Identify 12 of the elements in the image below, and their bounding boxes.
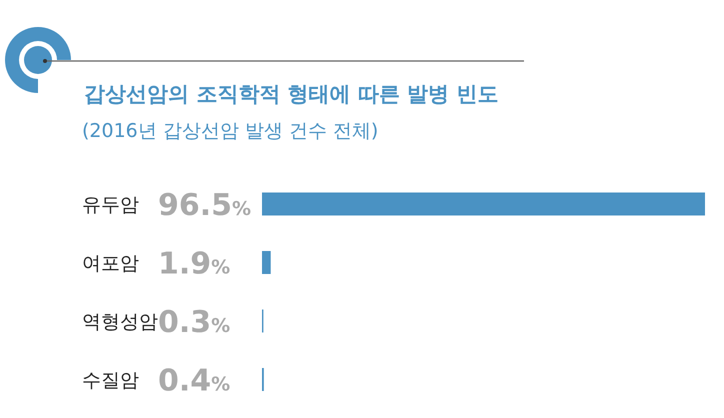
bar	[262, 251, 271, 274]
data-label: 1.9%	[158, 246, 230, 282]
y-tick-label: 여포암	[82, 252, 139, 274]
data-label: 0.4%	[158, 364, 230, 398]
y-tick-label: 역형성암	[82, 311, 158, 333]
y-tick-label: 수질암	[82, 370, 139, 392]
bar	[262, 192, 705, 216]
data-label: 0.3%	[158, 305, 230, 340]
chart-subtitle: (2016년 갑상선암 발생 건수 전체)	[82, 120, 378, 142]
chart-title: 갑상선암의 조직학적 형태에 따른 발병 빈도	[84, 82, 499, 106]
y-tick-label: 유두암	[82, 194, 139, 216]
data-label: 96.5%	[158, 188, 252, 223]
